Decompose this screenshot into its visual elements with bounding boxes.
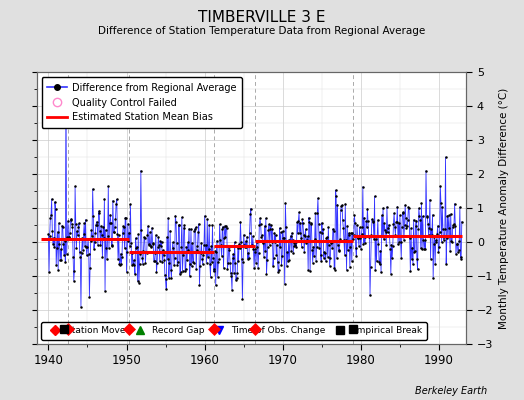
Text: TIMBERVILLE 3 E: TIMBERVILLE 3 E [198, 10, 326, 25]
Text: Difference of Station Temperature Data from Regional Average: Difference of Station Temperature Data f… [99, 26, 425, 36]
Y-axis label: Monthly Temperature Anomaly Difference (°C): Monthly Temperature Anomaly Difference (… [499, 87, 509, 329]
Text: Berkeley Earth: Berkeley Earth [415, 386, 487, 396]
Legend: Station Move, Record Gap, Time of Obs. Change, Empirical Break: Station Move, Record Gap, Time of Obs. C… [41, 322, 427, 340]
